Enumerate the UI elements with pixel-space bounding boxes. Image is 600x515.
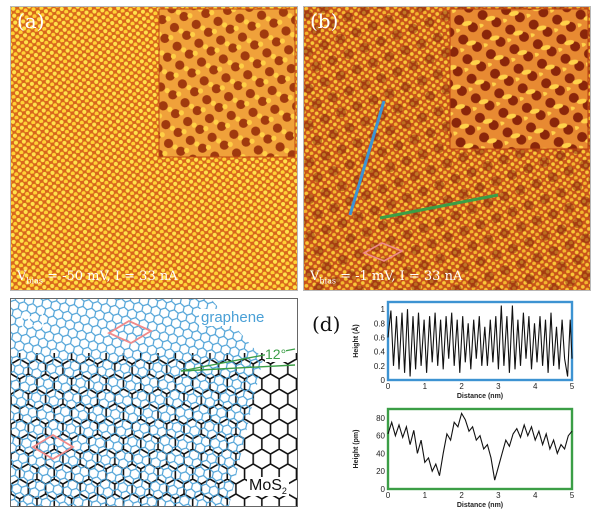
lattice-model-c: (c) graphene 12° MoS2	[10, 298, 298, 507]
mos2-label: MoS2	[247, 477, 289, 497]
height-profile-blue: 0 1 2 3 4 5 0 0.2 0.4 0.6 0.8 1 Distance (nm) Height …	[350, 296, 586, 400]
x-tick-label-green: 1	[423, 491, 428, 500]
lattice-model-svg	[11, 299, 297, 506]
y-tick-label-blue: 0.6	[374, 333, 386, 342]
x-tick-label-green: 4	[533, 491, 538, 500]
y-tick-label-green: 80	[376, 414, 385, 423]
bias-symbol-b: V	[310, 269, 320, 284]
plot-frame-blue	[386, 300, 574, 382]
unit-cell-mos2	[31, 433, 75, 461]
bias-subscript-a: bias	[26, 276, 43, 286]
stm-a-svg	[11, 7, 297, 290]
x-tick-label-blue: 2	[459, 382, 464, 391]
graphene-lattice	[11, 299, 263, 506]
x-tick-label-green: 0	[386, 491, 391, 500]
profile-series-line-blue-0	[387, 305, 573, 377]
panel-label-a: (a)	[17, 9, 45, 33]
stm-b-svg	[304, 7, 590, 290]
plot-frame-green	[386, 407, 574, 491]
bias-values-b: = -1 mV, I = 33 nA	[335, 269, 463, 284]
y-tick-label-green: 60	[376, 432, 385, 441]
panel-label-c: (c)	[19, 307, 46, 331]
inset-a	[158, 8, 296, 158]
angle-line-1	[180, 364, 296, 372]
y-tick-label-blue: 0.4	[374, 348, 386, 357]
y-tick-label-blue: 0.8	[374, 319, 386, 328]
unit-cell-graphene	[107, 319, 153, 345]
inset-b	[449, 8, 589, 150]
mos2-text: MoS	[249, 477, 282, 494]
profile-blue-svg: 0 1 2 3 4 5 0 0.2 0.4 0.6 0.8 1 Distance (nm) Height …	[351, 300, 575, 400]
x-tick-label-blue: 5	[570, 382, 575, 391]
bias-caption-b: Vbias = -1 mV, I = 33 nA	[310, 269, 462, 286]
unit-cell-b	[362, 242, 404, 262]
bias-symbol-a: V	[17, 269, 27, 284]
x-axis-label-blue: Distance (nm)	[457, 393, 503, 400]
stm-image-a: (a) Vbias = -50 mV, I = 33 nA	[10, 6, 298, 291]
bias-subscript-b: bias	[319, 276, 336, 286]
profile-series-line-green-0	[387, 412, 573, 481]
x-tick-label-blue: 0	[386, 382, 391, 391]
x-tick-label-blue: 1	[423, 382, 428, 391]
y-axis-label-blue: Height (Å)	[351, 324, 360, 357]
y-tick-label-green: 0	[381, 485, 386, 494]
y-tick-label-green: 20	[376, 467, 385, 476]
x-tick-label-blue: 4	[533, 382, 538, 391]
mos2-subscript: 2	[281, 486, 287, 497]
y-tick-label-blue: 0.2	[374, 362, 386, 371]
x-tick-label-green: 3	[496, 491, 501, 500]
stm-image-b: (b) Vbias = -1 mV, I = 33 nA	[303, 6, 591, 291]
x-tick-label-blue: 3	[496, 382, 501, 391]
profile-line-green	[379, 193, 499, 220]
y-axis-label-green: Height (pm)	[353, 430, 360, 469]
bias-values-a: = -50 mV, I = 33 nA	[42, 269, 178, 284]
y-tick-label-green: 40	[376, 449, 385, 458]
y-tick-label-blue: 1	[381, 305, 386, 314]
bias-caption-a: Vbias = -50 mV, I = 33 nA	[17, 269, 178, 286]
x-axis-label-green: Distance (nm)	[457, 502, 503, 509]
x-tick-label-green: 2	[459, 491, 464, 500]
panel-label-d: (d)	[312, 312, 341, 336]
profile-green-svg: 0 1 2 3 4 5 0 20 40 60 80 Distance (nm) Height (pm)	[353, 407, 575, 509]
x-tick-label-green: 5	[570, 491, 575, 500]
graphene-label: graphene	[199, 309, 267, 326]
height-profile-green: 0 1 2 3 4 5 0 20 40 60 80 Distance (nm) Height (pm)	[350, 403, 586, 509]
y-tick-label-blue: 0	[381, 376, 386, 385]
angle-label: 12°	[265, 346, 287, 362]
panel-label-b: (b)	[310, 9, 339, 33]
profile-line-blue	[348, 100, 386, 216]
